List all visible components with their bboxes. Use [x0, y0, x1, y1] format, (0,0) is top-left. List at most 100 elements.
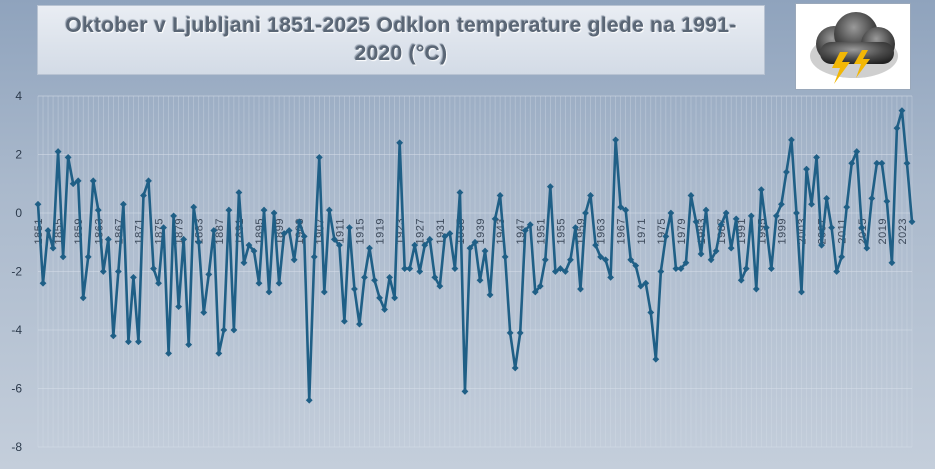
data-point: [838, 253, 846, 261]
data-point: [536, 282, 544, 290]
y-tick-label: -4: [11, 323, 22, 337]
y-tick-label: 0: [15, 206, 22, 220]
y-tick-label: 4: [15, 89, 22, 103]
data-point: [823, 194, 831, 202]
data-point: [562, 268, 569, 275]
chart-title-line-1: Oktober v Ljubljani 1851-2025 Odklon tem…: [65, 14, 737, 37]
data-point: [466, 244, 474, 252]
data-point: [200, 309, 208, 316]
data-point: [667, 209, 675, 217]
data-point: [351, 285, 358, 293]
data-point: [476, 276, 484, 284]
data-point: [125, 338, 132, 346]
data-point: [255, 279, 263, 287]
data-point: [491, 215, 499, 223]
data-point: [873, 159, 881, 167]
data-point: [587, 192, 594, 199]
data-point: [878, 159, 886, 167]
data-point: [305, 396, 313, 404]
x-tick-label: 1855: [53, 218, 65, 244]
data-point: [205, 271, 213, 278]
grid-layer: [37, 95, 913, 448]
data-point: [818, 241, 825, 249]
data-point: [140, 192, 147, 199]
data-point: [687, 192, 695, 199]
data-point: [456, 189, 464, 196]
data-point: [622, 206, 630, 214]
series-layer: [34, 107, 916, 404]
data-point: [677, 265, 685, 272]
data-point: [808, 200, 815, 208]
data-point: [853, 148, 861, 155]
x-tick-label: 1955: [555, 218, 567, 244]
data-point: [79, 294, 87, 302]
data-point: [185, 341, 193, 349]
data-point: [546, 183, 554, 191]
data-point: [386, 273, 394, 281]
data-point: [155, 279, 162, 287]
data-point: [501, 253, 509, 261]
data-point: [270, 209, 278, 217]
data-point: [602, 256, 609, 264]
data-point: [240, 259, 248, 267]
logo: [795, 3, 911, 90]
data-point: [752, 285, 760, 293]
data-point: [597, 253, 604, 261]
data-point: [175, 303, 183, 310]
x-tick-label: 1971: [636, 218, 648, 244]
data-point: [280, 230, 288, 237]
data-point: [692, 218, 700, 226]
data-point: [762, 224, 770, 232]
data-point: [783, 168, 790, 176]
data-point: [888, 259, 896, 267]
data-point: [295, 218, 303, 226]
data-point: [647, 309, 655, 316]
data-point: [39, 279, 47, 287]
data-point: [556, 265, 564, 272]
data-point: [195, 238, 203, 246]
data-point: [707, 256, 715, 264]
data-point: [662, 233, 670, 240]
data-point: [130, 273, 137, 281]
data-point: [607, 273, 615, 281]
data-point: [396, 139, 404, 147]
data-point: [180, 235, 188, 243]
data-point: [64, 154, 72, 161]
data-point: [893, 124, 901, 132]
data-point: [883, 197, 891, 205]
x-tick-label: 1911: [334, 218, 346, 244]
y-tick-label: 2: [15, 148, 22, 162]
data-point: [551, 268, 559, 275]
data-point: [421, 241, 429, 249]
data-point: [335, 241, 343, 249]
data-point: [803, 165, 810, 173]
data-point: [381, 306, 388, 313]
data-point: [99, 268, 107, 275]
data-point: [582, 209, 589, 217]
data-point: [250, 247, 258, 255]
x-tick-label: 1967: [616, 218, 628, 244]
x-tick-label: 1887: [214, 218, 226, 244]
data-point: [717, 221, 725, 229]
data-point: [788, 136, 795, 144]
data-point: [401, 265, 409, 272]
data-point: [135, 338, 142, 346]
data-point: [436, 282, 444, 290]
data-point: [275, 279, 283, 287]
data-point: [702, 206, 710, 214]
data-point: [732, 215, 740, 223]
data-point: [577, 285, 584, 293]
data-point: [727, 244, 735, 252]
x-tick-label: 1927: [415, 218, 427, 244]
data-point: [341, 317, 348, 325]
data-point: [416, 268, 424, 275]
data-point: [260, 206, 268, 214]
data-point: [69, 180, 77, 188]
chart-title-line-2: 2020 (°C): [354, 42, 448, 65]
data-point: [391, 294, 399, 302]
data-point: [541, 256, 549, 264]
data-point: [652, 355, 660, 363]
data-point: [481, 247, 489, 255]
data-point: [567, 256, 574, 264]
